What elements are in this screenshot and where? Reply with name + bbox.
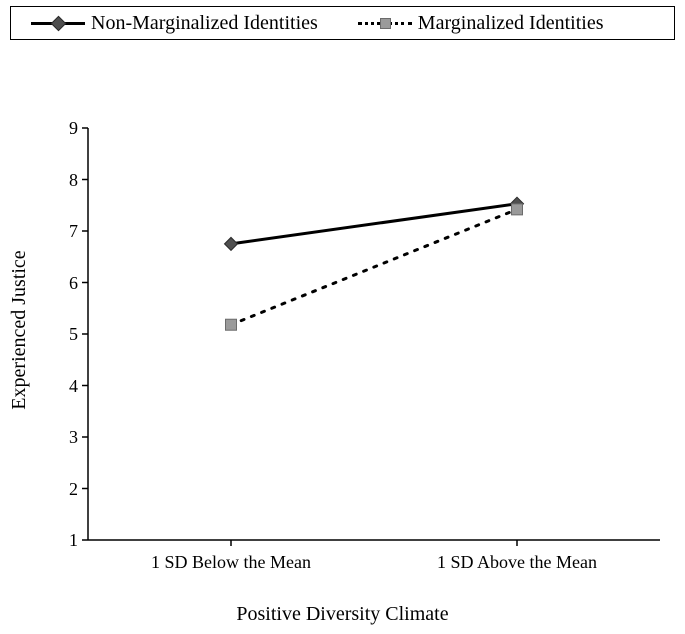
plot-area: Experienced Justice Positive Diversity C… — [0, 50, 685, 634]
ytick-label: 6 — [58, 273, 78, 294]
legend-item-series1: Non-Marginalized Identities — [31, 12, 318, 35]
chart-svg — [0, 50, 685, 634]
ytick-label: 4 — [58, 376, 78, 397]
square-icon — [358, 13, 412, 33]
ytick-label: 3 — [58, 427, 78, 448]
legend-label-series2: Marginalized Identities — [418, 12, 604, 35]
xtick-label: 1 SD Above the Mean — [417, 552, 617, 573]
ytick-label: 1 — [58, 530, 78, 551]
ytick-label: 9 — [58, 118, 78, 139]
xtick-label: 1 SD Below the Mean — [131, 552, 331, 573]
diamond-icon — [31, 13, 85, 33]
ytick-label: 8 — [58, 170, 78, 191]
ytick-label: 5 — [58, 324, 78, 345]
legend-label-series1: Non-Marginalized Identities — [91, 12, 318, 35]
legend-item-series2: Marginalized Identities — [358, 12, 604, 35]
ytick-label: 2 — [58, 479, 78, 500]
figure: Non-Marginalized Identities Marginalized… — [0, 0, 685, 634]
legend: Non-Marginalized Identities Marginalized… — [10, 6, 675, 40]
ytick-label: 7 — [58, 221, 78, 242]
